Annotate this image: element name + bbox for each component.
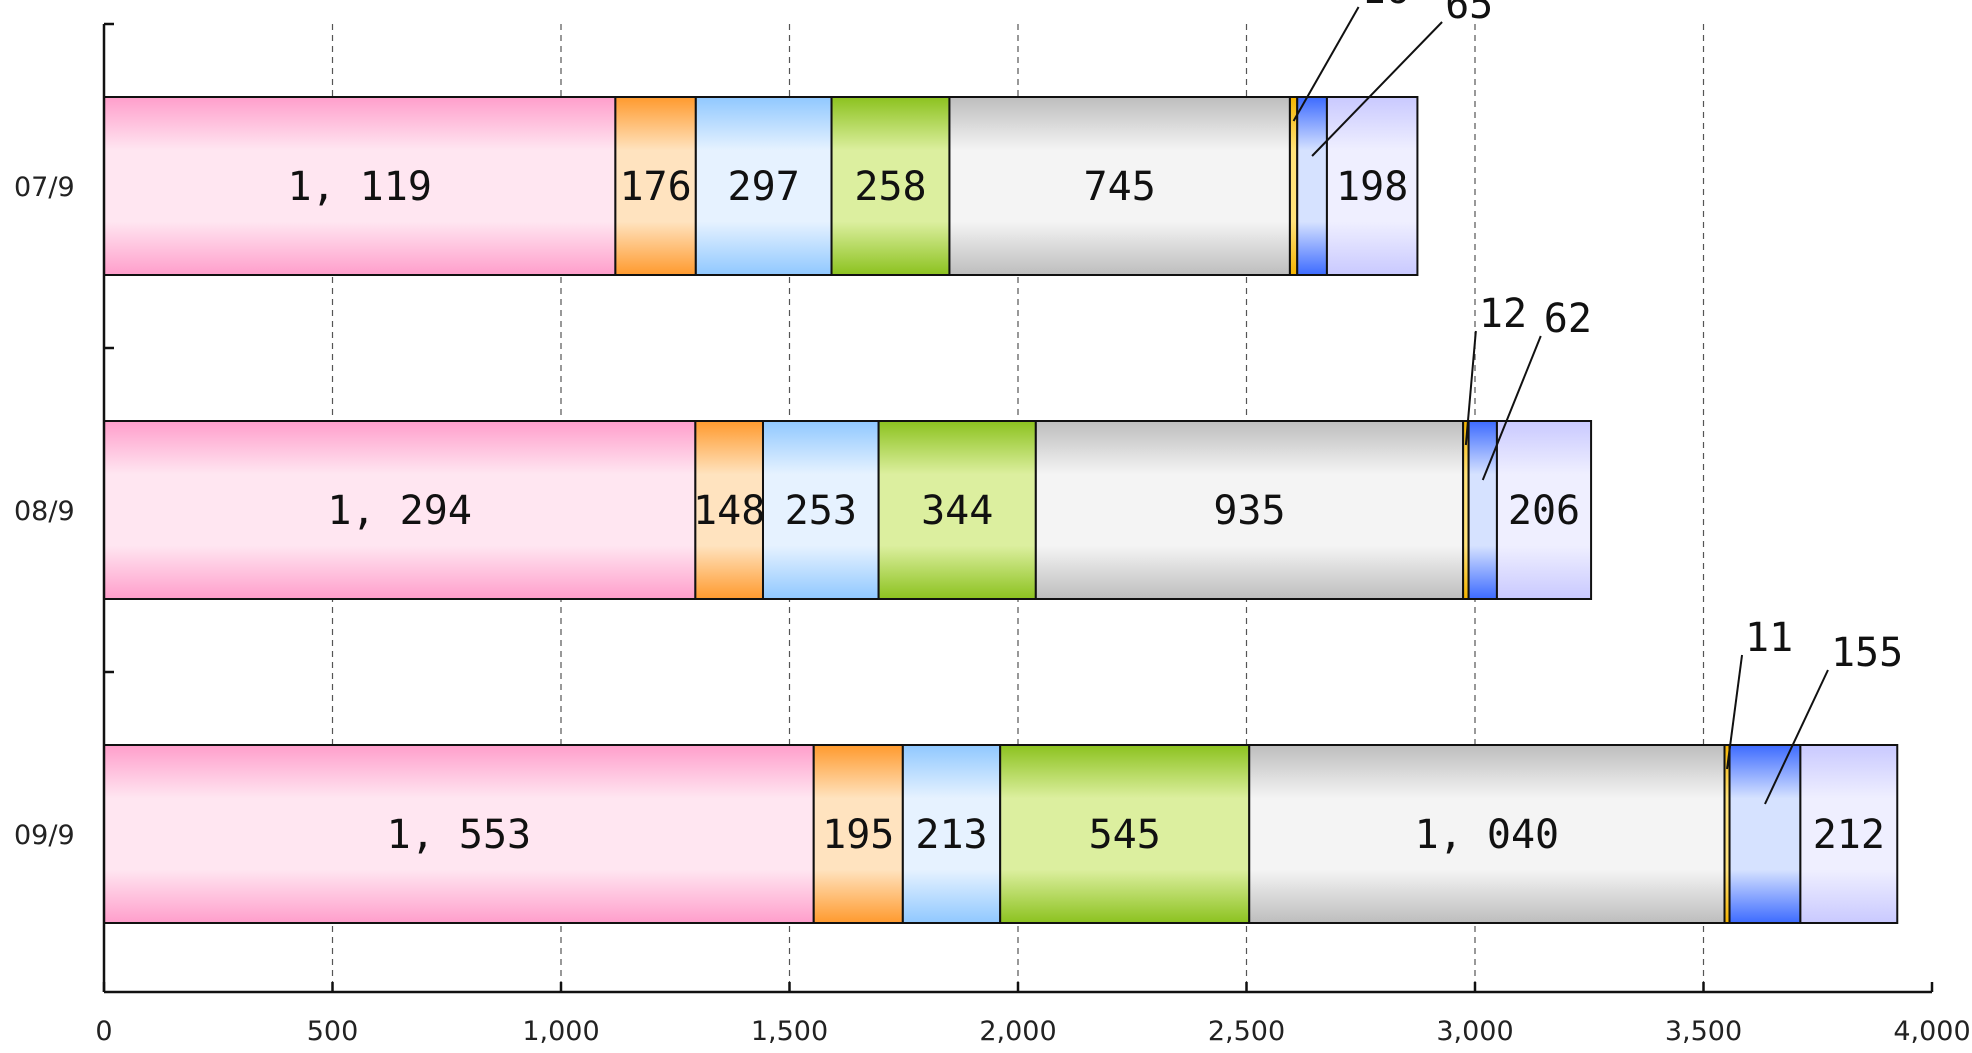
bars: 1, 119 176 297 258 745 198 1, 294 148 253 344 935 2… [103,96,1899,924]
bar-segment [103,420,697,600]
x-tick-label: 2,000 [979,1016,1056,1047]
x-tick-label: 1,500 [751,1016,828,1047]
data-label: 1, 553 [387,812,532,858]
data-label: 297 [728,164,800,210]
callout-label: 62 [1544,296,1592,342]
bar-segment [103,96,617,276]
data-label: 935 [1213,488,1285,534]
x-tick-label: 4,000 [1893,1016,1970,1047]
data-label: 258 [854,164,926,210]
data-label: 212 [1813,812,1885,858]
bar-segment [694,96,833,276]
callout-line [1464,330,1477,446]
category-label: 09/9 [14,820,75,851]
bar-segment [1325,96,1419,276]
bar-segment [103,744,815,924]
axes: 0 500 1,000 1,500 2,000 2,500 3,000 3,500 4,000 0… [14,22,1971,1047]
bar-segment [812,744,904,924]
bar-group-07-9: 1, 119 176 297 258 745 198 [103,96,1419,276]
bar-group-08-9: 1, 294 148 253 344 935 206 [103,420,1593,600]
data-label: 148 [693,488,765,534]
x-tick-label: 3,500 [1665,1016,1742,1047]
x-tick-label: 1,000 [522,1016,599,1047]
data-label: 195 [822,812,894,858]
callout-label: 12 [1479,291,1527,337]
bar-segment [761,420,880,600]
category-label: 07/9 [14,172,75,203]
bar-segment [999,744,1251,924]
data-label: 176 [619,164,691,210]
bar-segment [694,420,764,600]
bar-segment [877,420,1037,600]
callout-line [1764,669,1829,805]
callout-label: 155 [1831,630,1903,676]
bar-segment [1495,420,1593,600]
category-label: 08/9 [14,496,75,527]
data-label: 344 [921,488,993,534]
bar-segment [1288,96,1299,276]
bar-segment [1728,744,1802,924]
bar-segment [1467,420,1498,600]
data-label: 1, 119 [287,164,432,210]
data-label: 213 [915,812,987,858]
data-label: 206 [1508,488,1580,534]
bar-segment [948,96,1291,276]
x-tick-label: 3,000 [1436,1016,1513,1047]
callout-line [1292,6,1360,122]
callout-label: 16 [1362,0,1410,13]
bar-segment [901,744,1002,924]
data-label: 1, 040 [1415,812,1560,858]
bar-segment [1248,744,1726,924]
callout-line [1481,335,1542,481]
callout-line [1311,21,1443,157]
x-tick-label: 2,500 [1208,1016,1285,1047]
data-label: 253 [785,488,857,534]
callout-line [1726,654,1744,770]
bar-segment [1034,420,1465,600]
callouts: 16 65 12 62 11 155 [1292,0,1903,805]
x-tick-label: 0 [95,1016,112,1047]
bar-segment [1296,96,1328,276]
bar-group-09-9: 1, 553 195 213 545 1, 040 212 [103,744,1899,924]
callout-label: 11 [1745,615,1793,661]
bar-segment [1799,744,1899,924]
data-label: 545 [1089,812,1161,858]
x-tick-label: 500 [307,1016,359,1047]
data-label: 198 [1336,164,1408,210]
bar-segment [830,96,951,276]
data-label: 745 [1084,164,1156,210]
callout-label: 65 [1445,0,1493,28]
data-label: 1, 294 [327,488,472,534]
